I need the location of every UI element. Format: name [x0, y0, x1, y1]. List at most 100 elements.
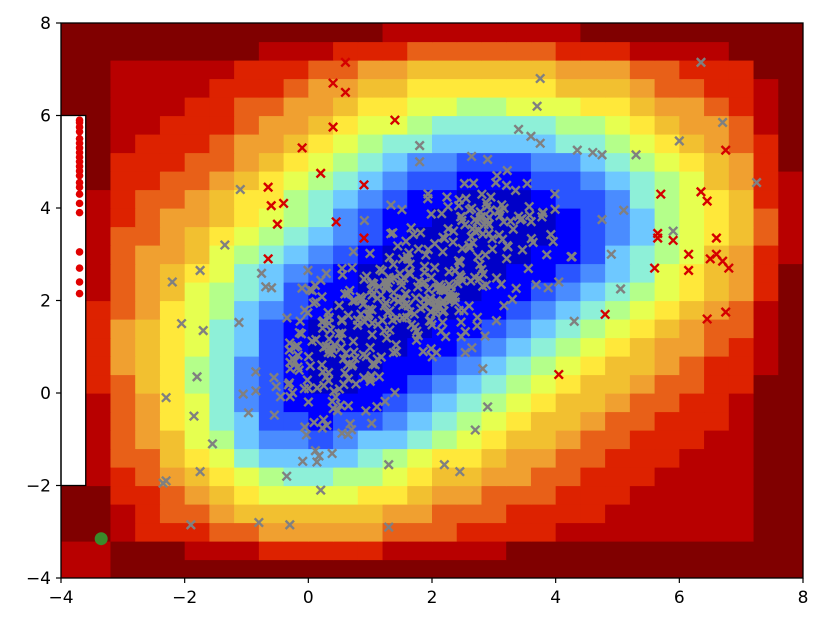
gray-cross: [454, 194, 465, 205]
gray-cross: [321, 420, 332, 431]
contour-cell: [209, 337, 235, 357]
gray-cross: [531, 279, 542, 290]
contour-cell: [135, 411, 161, 431]
contour-cell: [135, 245, 161, 265]
contour-cell: [432, 41, 458, 61]
gray-cross: [318, 414, 329, 425]
contour-cell: [679, 374, 705, 394]
contour-cell: [234, 78, 260, 98]
gray-cross: [207, 438, 218, 449]
contour-cell: [580, 245, 606, 265]
gray-cross: [468, 178, 479, 189]
contour-cell: [629, 23, 656, 43]
contour-cell: [85, 559, 112, 578]
contour-cell: [159, 448, 186, 468]
contour-cell: [159, 374, 186, 394]
contour-cell: [679, 485, 705, 505]
contour-cell: [530, 504, 557, 524]
contour-cell: [283, 41, 309, 61]
gray-cross: [548, 236, 559, 247]
contour-cell: [432, 522, 458, 542]
contour-cell: [85, 504, 112, 524]
gray-cross: [409, 308, 420, 320]
contour-cell: [555, 411, 581, 431]
contour-cell: [778, 41, 803, 61]
contour-cell: [184, 467, 210, 487]
contour-cell: [728, 282, 755, 302]
contour-cell: [580, 97, 606, 117]
contour-cell: [753, 263, 779, 283]
contour-cell: [333, 78, 359, 98]
gray-cross: [302, 265, 314, 276]
contour-cell: [530, 152, 557, 172]
gray-cross: [511, 283, 522, 294]
contour-cell: [258, 485, 285, 505]
contour-cell: [654, 430, 680, 450]
contour-cell: [555, 448, 581, 468]
gray-cross: [524, 201, 535, 212]
contour-cell: [654, 448, 680, 468]
contour-cell: [629, 504, 656, 524]
contour-cell: [308, 41, 334, 61]
contour-cell: [530, 393, 557, 413]
contour-cell: [778, 97, 803, 117]
contour-cell: [555, 226, 581, 246]
gray-cross: [535, 138, 546, 149]
contour-cell: [481, 485, 507, 505]
contour-cell: [481, 411, 507, 431]
red-dot: [75, 248, 84, 256]
contour-cell: [357, 504, 384, 524]
contour-cell: [728, 245, 755, 265]
contour-cell: [159, 485, 186, 505]
contour-cell: [85, 226, 112, 246]
contour-cell: [357, 485, 384, 505]
gray-cross: [452, 278, 463, 289]
contour-cell: [679, 393, 705, 413]
gray-cross: [497, 234, 508, 245]
contour-cell: [481, 522, 507, 542]
contour-cell: [382, 559, 408, 578]
contour-cell: [308, 97, 334, 117]
gray-cross: [444, 266, 455, 277]
contour-cell: [184, 245, 210, 265]
gray-cross: [360, 405, 371, 416]
contour-cell: [407, 171, 433, 191]
gray-cross: [501, 180, 512, 191]
gray-cross: [315, 485, 326, 496]
contour-cell: [555, 300, 581, 320]
contour-cell: [308, 60, 334, 80]
gray-cross: [397, 254, 408, 265]
contour-cell: [506, 448, 532, 468]
gray-cross: [418, 346, 429, 357]
red-cross: [695, 186, 707, 197]
contour-cell: [530, 448, 557, 468]
gray-cross: [491, 170, 502, 181]
contour-cell: [506, 430, 532, 450]
contour-cell: [753, 485, 779, 505]
contour-cell: [679, 522, 705, 542]
contour-cell: [135, 300, 161, 320]
contour-cell: [555, 171, 581, 191]
contour-cell: [629, 356, 656, 376]
contour-cell: [184, 300, 210, 320]
gray-cross: [524, 210, 535, 221]
contour-cell: [679, 97, 705, 117]
gray-cross: [328, 403, 339, 414]
gray-cross: [464, 242, 475, 253]
gray-cross: [347, 262, 358, 273]
contour-cell: [679, 559, 705, 578]
contour-cell: [704, 522, 730, 542]
contour-cell: [753, 559, 779, 578]
contour-cell: [728, 263, 755, 283]
contour-cell: [184, 60, 210, 80]
contour-cell: [110, 78, 136, 98]
contour-cell: [283, 78, 309, 98]
gray-cross: [383, 522, 394, 533]
contour-cell: [258, 522, 285, 542]
contour-cell: [704, 97, 730, 117]
contour-cell: [654, 115, 680, 135]
contour-cell: [110, 430, 136, 450]
contour-cell: [209, 504, 235, 524]
contour-cell: [555, 97, 581, 117]
contour-cell: [258, 97, 285, 117]
